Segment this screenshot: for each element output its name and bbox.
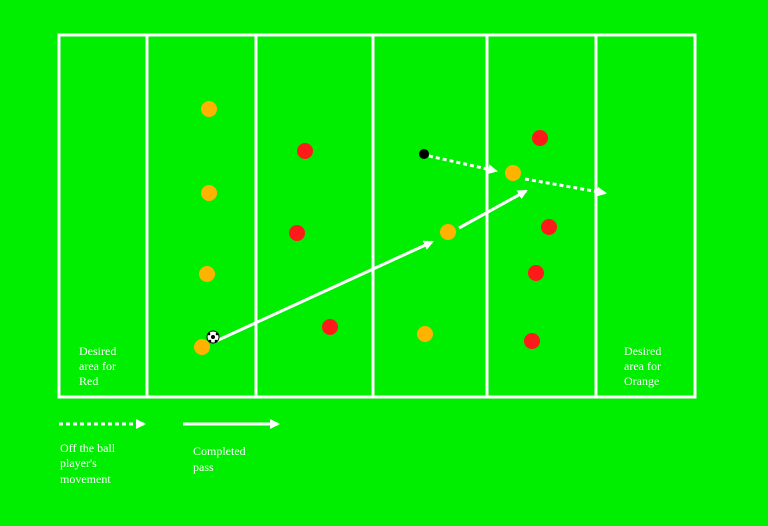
red-area-label: Desired area for Red [79,344,119,388]
completed-pass-arrow-1 [213,240,434,344]
red-player [297,143,313,159]
completed-pass-arrow-2 [458,189,528,230]
legend-solid-label: Completed pass [193,444,249,474]
red-player [528,265,544,281]
orange-player [201,101,217,117]
red-player [524,333,540,349]
off-ball-run-arrow-1 [428,154,498,175]
red-player [289,225,305,241]
orange-player [505,165,521,181]
red-player [322,319,338,335]
pitch-outline [57,33,697,399]
red-player [532,130,548,146]
legend-dotted-label: Off the ball player's movement [60,441,118,486]
soccer-ball-icon [206,330,220,344]
orange-player [201,185,217,201]
orange-player [194,339,210,355]
orange-player [417,326,433,342]
orange-player [199,266,215,282]
orange-area-label: Desired area for Orange [624,344,664,388]
orange-player [440,224,456,240]
red-player [541,219,557,235]
run-start-marker [419,149,429,159]
